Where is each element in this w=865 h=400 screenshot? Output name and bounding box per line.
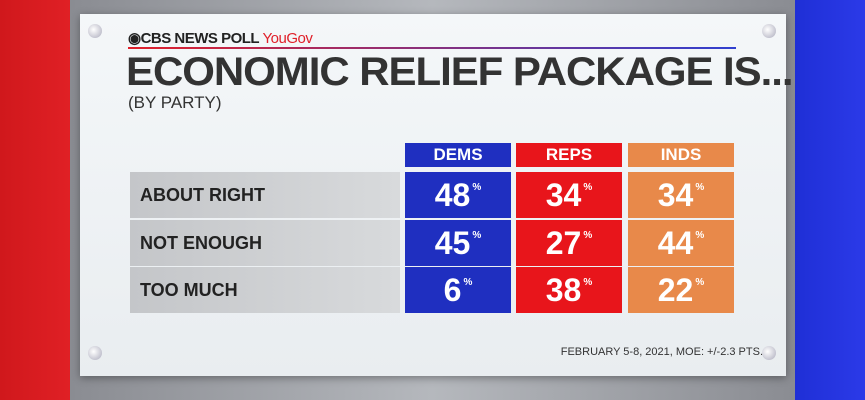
value-cell: 27%: [516, 220, 622, 266]
bolt-icon: [88, 346, 102, 360]
bolt-icon: [762, 346, 776, 360]
column-header-dems: DEMS: [405, 143, 511, 167]
bolt-icon: [88, 24, 102, 38]
row-label: TOO MUCH: [130, 267, 400, 313]
divider: [128, 47, 736, 49]
chart-subtitle: (BY PARTY): [128, 93, 222, 112]
column-header-inds: INDS: [628, 143, 734, 167]
brand-logo: ◉CBS NEWS POLL YouGov: [128, 30, 313, 47]
value-cell: 45%: [405, 220, 511, 266]
bolt-icon: [762, 24, 776, 38]
value-cell: 6%: [405, 267, 511, 313]
value-cell: 48%: [405, 172, 511, 218]
value-cell: 38%: [516, 267, 622, 313]
value-cell: 34%: [628, 172, 734, 218]
row-label: ABOUT RIGHT: [130, 172, 400, 218]
chart-title: ECONOMIC RELIEF PACKAGE IS...: [126, 50, 794, 94]
row-label: NOT ENOUGH: [130, 220, 400, 266]
value-cell: 22%: [628, 267, 734, 313]
column-header-reps: REPS: [516, 143, 622, 167]
footnote: FEBRUARY 5-8, 2021, MOE: +/-2.3 PTS.: [560, 346, 763, 358]
value-cell: 44%: [628, 220, 734, 266]
value-cell: 34%: [516, 172, 622, 218]
